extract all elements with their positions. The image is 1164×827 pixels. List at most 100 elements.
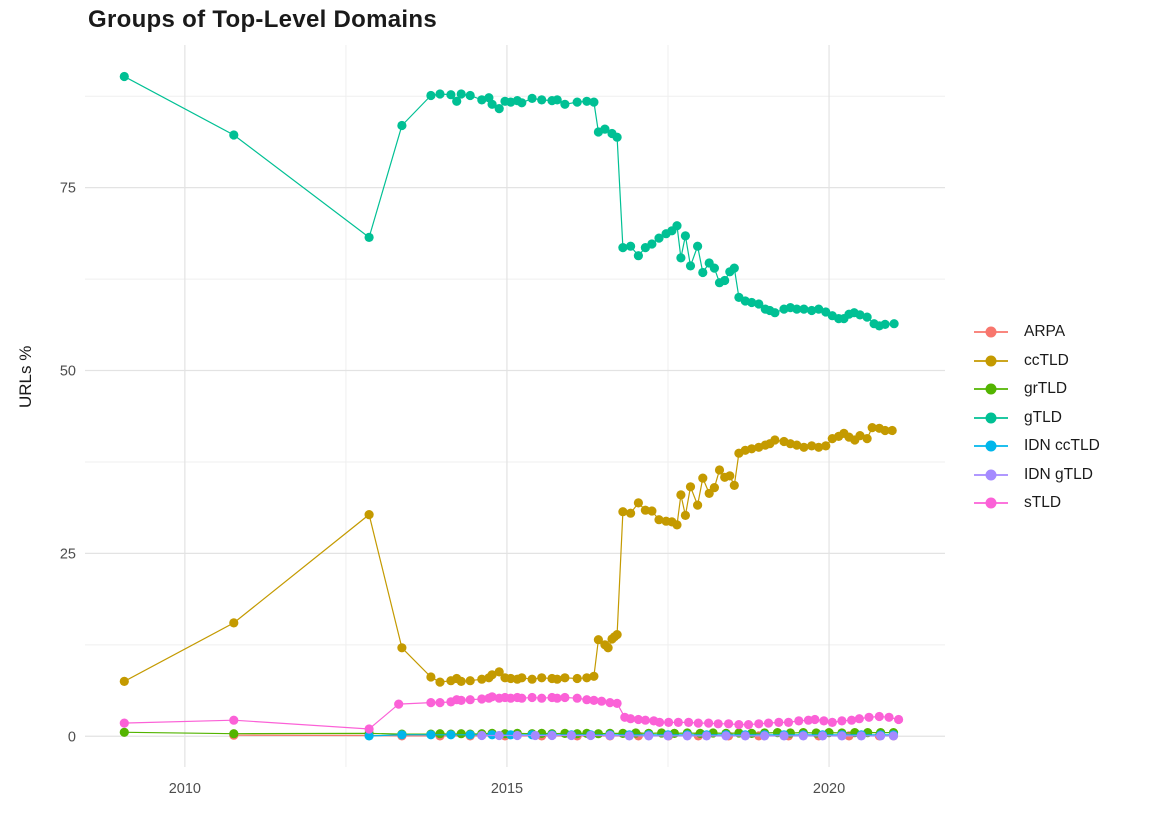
data-point (647, 506, 657, 516)
data-point (664, 717, 674, 728)
data-point (855, 310, 865, 320)
data-point (397, 730, 407, 740)
legend-key-icon (974, 412, 1008, 424)
y-tick-label: 25 (60, 546, 76, 562)
data-point (837, 716, 847, 726)
data-point (814, 304, 824, 314)
data-point (552, 693, 562, 703)
data-point (229, 715, 239, 725)
data-point (605, 730, 615, 741)
data-point (754, 299, 764, 309)
series-line (124, 75, 895, 327)
data-point (597, 696, 607, 706)
series-gTLD (119, 71, 899, 331)
data-point (552, 674, 562, 684)
data-point (465, 676, 475, 686)
data-point (676, 490, 686, 500)
data-point (397, 120, 407, 131)
legend-key-icon (974, 440, 1008, 452)
data-point (663, 731, 673, 741)
data-point (887, 425, 897, 436)
legend-item-IDN-gTLD: IDN gTLD (974, 461, 1100, 490)
data-point (880, 319, 890, 329)
data-point (119, 727, 129, 737)
data-point (394, 699, 404, 709)
data-point (856, 731, 866, 741)
data-point (792, 440, 802, 450)
data-point (364, 509, 374, 520)
data-point (740, 731, 750, 741)
data-point (465, 90, 475, 101)
data-point (560, 692, 570, 703)
data-point (612, 630, 622, 640)
data-point (465, 730, 475, 740)
data-point (397, 643, 407, 653)
data-point (672, 520, 682, 530)
data-point (229, 618, 239, 628)
data-point (626, 241, 636, 251)
data-point (682, 731, 692, 741)
data-point (477, 730, 487, 741)
data-point (582, 673, 592, 683)
data-point (487, 670, 497, 680)
data-point (714, 465, 725, 475)
data-point (552, 95, 562, 105)
x-tick-label: 2020 (813, 781, 845, 797)
legend-label: ARPA (1024, 323, 1066, 341)
data-point (884, 712, 894, 722)
data-point (618, 243, 628, 253)
data-point (721, 731, 731, 741)
data-point (426, 730, 436, 740)
data-point (452, 96, 462, 106)
data-point (477, 694, 487, 704)
legend-item-IDN-ccTLD: IDN ccTLD (974, 432, 1100, 461)
data-point (792, 304, 802, 314)
data-point (612, 698, 622, 709)
y-tick-label: 0 (68, 729, 76, 745)
data-point (487, 99, 497, 109)
legend-label: IDN ccTLD (1024, 437, 1100, 455)
data-point (229, 130, 239, 140)
legend-key-icon (974, 383, 1008, 395)
data-point (477, 95, 487, 105)
x-tick-label: 2015 (491, 781, 523, 797)
data-point (779, 731, 789, 741)
data-point (633, 714, 644, 725)
data-point (704, 718, 714, 728)
data-point (676, 253, 686, 263)
data-point (605, 698, 615, 708)
data-point (537, 693, 547, 703)
data-point (729, 263, 739, 273)
legend-key-icon (974, 326, 1008, 338)
legend-item-ccTLD: ccTLD (974, 347, 1100, 376)
data-point (229, 729, 239, 739)
data-point (798, 731, 808, 741)
data-point (465, 695, 475, 705)
legend-label: grTLD (1024, 380, 1068, 398)
data-point (566, 730, 577, 741)
legend-label: IDN gTLD (1024, 465, 1093, 483)
data-point (364, 232, 374, 242)
data-point (494, 667, 504, 677)
data-point (854, 714, 864, 724)
data-point (560, 673, 570, 683)
series-ccTLD (119, 423, 897, 687)
data-point (633, 251, 644, 261)
legend-key-icon (974, 497, 1008, 509)
data-point (876, 731, 886, 741)
data-point (456, 729, 466, 739)
data-point (724, 719, 734, 729)
data-point (487, 692, 497, 702)
data-point (794, 716, 804, 726)
data-point (819, 716, 829, 726)
data-point (747, 444, 757, 454)
data-point (589, 671, 599, 681)
data-point (807, 441, 817, 451)
data-point (537, 95, 547, 105)
legend: ARPA ccTLD grTLD gTLD IDN ccTLD IDN gTLD sTLD (974, 318, 1100, 518)
data-point (894, 714, 904, 725)
data-point (633, 498, 644, 508)
data-point (119, 718, 129, 728)
data-point (560, 99, 570, 109)
legend-item-grTLD: grTLD (974, 375, 1100, 404)
